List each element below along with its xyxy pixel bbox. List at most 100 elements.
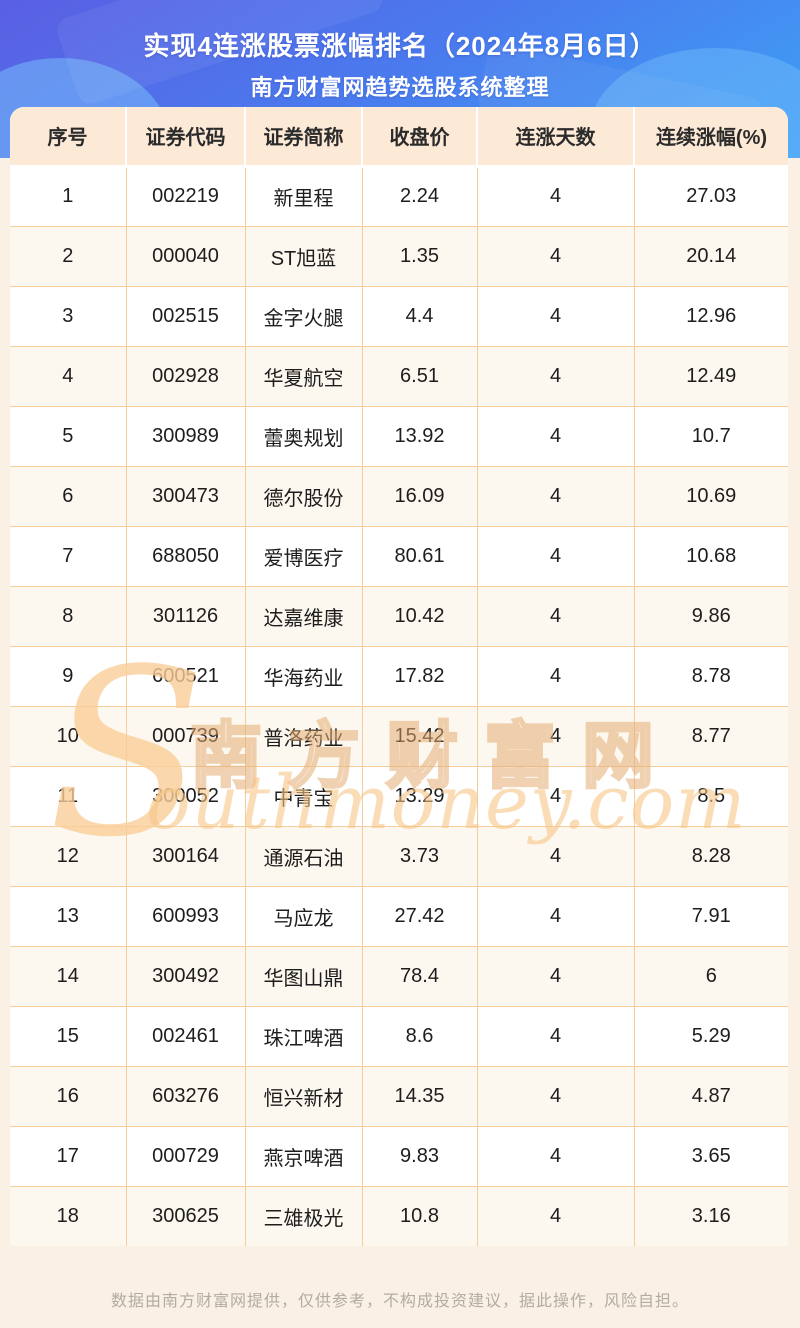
table-cell: 11 xyxy=(10,765,127,827)
table-cell: 002219 xyxy=(125,165,246,227)
table-cell: 3 xyxy=(10,285,127,347)
table-cell: 13.29 xyxy=(361,765,478,827)
table-cell: 15.42 xyxy=(361,705,478,767)
table-cell: 20.14 xyxy=(633,225,788,287)
table-cell: 8.28 xyxy=(633,825,788,887)
table-cell: 10.68 xyxy=(633,525,788,587)
table-cell: 301126 xyxy=(125,585,246,647)
table-row: 18 300625 三雄极光 10.8 4 3.16 xyxy=(10,1185,788,1246)
table-cell: 27.03 xyxy=(633,165,788,227)
table-cell: 300473 xyxy=(125,465,246,527)
table-cell: 4 xyxy=(476,945,635,1007)
table-cell: 13.92 xyxy=(361,405,478,467)
table-cell: 4.87 xyxy=(633,1065,788,1127)
table-cell: 14.35 xyxy=(361,1065,478,1127)
table-row: 9 600521 华海药业 17.82 4 8.78 xyxy=(10,645,788,707)
table-cell: 4.4 xyxy=(361,285,478,347)
table-cell: 300052 xyxy=(125,765,246,827)
table-cell: 27.42 xyxy=(361,885,478,947)
table-row: 11 300052 中青宝 13.29 4 8.5 xyxy=(10,765,788,827)
table-row: 17 000729 燕京啤酒 9.83 4 3.65 xyxy=(10,1125,788,1187)
table-cell: 8.5 xyxy=(633,765,788,827)
table-cell: 4 xyxy=(476,345,635,407)
table-cell: 4 xyxy=(476,825,635,887)
table-cell: 燕京啤酒 xyxy=(244,1125,363,1187)
table-cell: 002515 xyxy=(125,285,246,347)
table-cell: 8.77 xyxy=(633,705,788,767)
disclaimer-text: 数据由南方财富网提供，仅供参考，不构成投资建议，据此操作，风险自担。 xyxy=(110,1293,689,1310)
column-header: 连续涨幅(%) xyxy=(633,107,788,168)
table-cell: 4 xyxy=(476,285,635,347)
table-cell: 6.51 xyxy=(361,345,478,407)
table-cell: 300164 xyxy=(125,825,246,887)
table-cell: 12.49 xyxy=(633,345,788,407)
table-cell: 688050 xyxy=(125,525,246,587)
table-cell: 金字火腿 xyxy=(244,285,363,347)
table-cell: 6 xyxy=(10,465,127,527)
table-cell: 600521 xyxy=(125,645,246,707)
table-cell: 1 xyxy=(10,165,127,227)
table-cell: 中青宝 xyxy=(244,765,363,827)
table-row: 14 300492 华图山鼎 78.4 4 6 xyxy=(10,945,788,1007)
table-cell: 2.24 xyxy=(361,165,478,227)
table-cell: 华海药业 xyxy=(244,645,363,707)
table-cell: 4 xyxy=(10,345,127,407)
table-cell: 7.91 xyxy=(633,885,788,947)
table-cell: 新里程 xyxy=(244,165,363,227)
stock-table-body: 1 002219 新里程 2.24 4 27.03 2 000040 ST旭蓝 1.35 4 20.1… xyxy=(10,165,788,1246)
table-cell: 4 xyxy=(476,525,635,587)
table-row: 13 600993 马应龙 27.42 4 7.91 xyxy=(10,885,788,947)
page-title: 实现4连涨股票涨幅排名（2024年8月6日） xyxy=(143,31,657,61)
table-cell: 5.29 xyxy=(633,1005,788,1067)
table-row: 4 002928 华夏航空 6.51 4 12.49 xyxy=(10,345,788,407)
table-cell: 1.35 xyxy=(361,225,478,287)
table-cell: 10.7 xyxy=(633,405,788,467)
table-row: 7 688050 爱博医疗 80.61 4 10.68 xyxy=(10,525,788,587)
column-header: 证券代码 xyxy=(125,107,245,168)
table-cell: 3.16 xyxy=(633,1185,788,1246)
table-cell: 4 xyxy=(476,165,635,227)
table-cell: 8.78 xyxy=(633,645,788,707)
table-row: 6 300473 德尔股份 16.09 4 10.69 xyxy=(10,465,788,527)
table-cell: 10.8 xyxy=(361,1185,478,1246)
table-cell: 603276 xyxy=(125,1065,246,1127)
column-header: 连涨天数 xyxy=(476,107,634,168)
table-cell: 3.73 xyxy=(361,825,478,887)
table-cell: 爱博医疗 xyxy=(244,525,363,587)
table-cell: 马应龙 xyxy=(244,885,363,947)
table-cell: 000040 xyxy=(125,225,246,287)
table-cell: 4 xyxy=(476,465,635,527)
table-cell: 普洛药业 xyxy=(244,705,363,767)
table-cell: 4 xyxy=(476,225,635,287)
table-cell: 17.82 xyxy=(361,645,478,707)
table-cell: 4 xyxy=(476,765,635,827)
table-cell: 78.4 xyxy=(361,945,478,1007)
stock-table-card: 序号 证券代码 证券简称 收盘价 连涨天数 连续涨幅(%) 1 002219 新里程 2.24 4… xyxy=(10,107,788,1246)
table-cell: 4 xyxy=(476,885,635,947)
table-cell: 恒兴新材 xyxy=(244,1065,363,1127)
table-cell: 华图山鼎 xyxy=(244,945,363,1007)
table-cell: 9 xyxy=(10,645,127,707)
table-cell: 德尔股份 xyxy=(244,465,363,527)
table-cell: 蕾奥规划 xyxy=(244,405,363,467)
table-cell: 8.6 xyxy=(361,1005,478,1067)
column-header: 证券简称 xyxy=(244,107,362,168)
table-cell: 17 xyxy=(10,1125,127,1187)
table-row: 2 000040 ST旭蓝 1.35 4 20.14 xyxy=(10,225,788,287)
table-cell: 三雄极光 xyxy=(244,1185,363,1246)
table-header-row: 序号 证券代码 证券简称 收盘价 连涨天数 连续涨幅(%) xyxy=(10,107,788,168)
table-row: 5 300989 蕾奥规划 13.92 4 10.7 xyxy=(10,405,788,467)
table-cell: 9.86 xyxy=(633,585,788,647)
table-cell: 13 xyxy=(10,885,127,947)
table-cell: 珠江啤酒 xyxy=(244,1005,363,1067)
table-cell: 600993 xyxy=(125,885,246,947)
table-cell: 4 xyxy=(476,705,635,767)
table-row: 10 000739 普洛药业 15.42 4 8.77 xyxy=(10,705,788,767)
table-cell: 5 xyxy=(10,405,127,467)
table-row: 12 300164 通源石油 3.73 4 8.28 xyxy=(10,825,788,887)
table-row: 1 002219 新里程 2.24 4 27.03 xyxy=(10,165,788,227)
table-cell: 华夏航空 xyxy=(244,345,363,407)
table-cell: 通源石油 xyxy=(244,825,363,887)
table-cell: 4 xyxy=(476,645,635,707)
table-cell: 7 xyxy=(10,525,127,587)
